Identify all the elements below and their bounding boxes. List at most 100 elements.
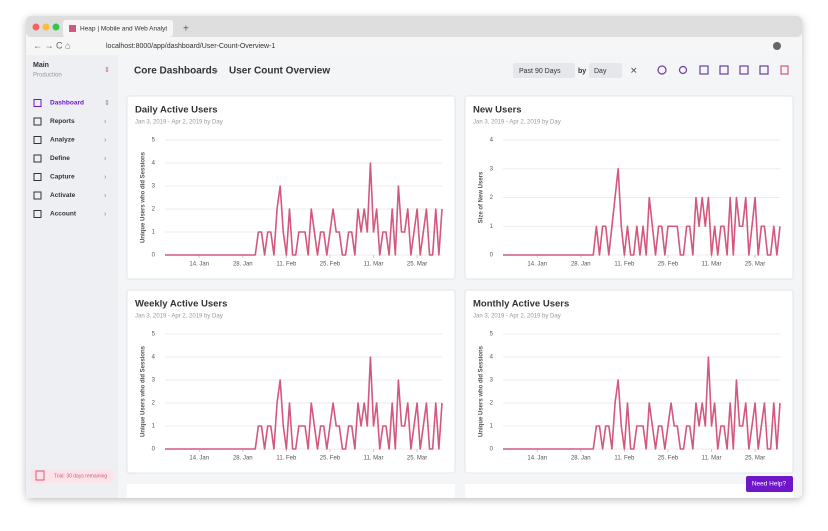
nav-icon[interactable]	[33, 191, 42, 200]
nav-icon[interactable]	[33, 99, 42, 107]
y-tick-label: 1	[152, 424, 156, 430]
tab[interactable]	[63, 20, 173, 37]
y-tick-label: 4	[490, 138, 494, 144]
profile[interactable]	[773, 42, 781, 50]
nav-item[interactable]: Account	[50, 211, 77, 218]
y-tick-label: 1	[152, 230, 156, 236]
x-tick-label: 28. Jan	[571, 456, 591, 462]
y-tick-label: 3	[152, 184, 156, 190]
breadcrumb-current: User Count Overview	[229, 66, 330, 77]
x-tick-label: 11. Mar	[702, 456, 722, 462]
x-tick-label: 11. Feb	[614, 262, 635, 268]
by-label: by	[578, 68, 586, 75]
x-tick-label: 11. Feb	[614, 456, 635, 462]
clear-button[interactable]: ✕	[630, 65, 638, 75]
y-tick-label: 1	[490, 424, 494, 430]
y-tick-label: 0	[152, 447, 156, 453]
range: Past 90 Days	[519, 68, 561, 75]
nav-item[interactable]: Define	[50, 155, 70, 162]
nav-icon[interactable]	[33, 117, 42, 126]
chart-card: Monthly Active Users Jan 3, 2019 - Apr 2,…	[464, 289, 794, 474]
breadcrumb-root[interactable]: Core Dashboards	[134, 66, 218, 77]
range-select[interactable]	[513, 63, 575, 78]
x-tick-label: 25. Feb	[320, 456, 341, 462]
chart-title: Daily Active Users	[135, 105, 218, 116]
nav-item[interactable]: Activate	[50, 192, 76, 199]
y-tick-label: 3	[490, 378, 494, 384]
trial-icon	[35, 470, 45, 481]
nav-item[interactable]: Reports	[50, 118, 75, 125]
nav-icon[interactable]	[33, 210, 42, 218]
nav-buttons[interactable]: ← → C ⌂	[33, 40, 70, 50]
nav-item[interactable]: Capture	[50, 174, 75, 181]
export-button[interactable]	[699, 65, 709, 75]
help-button[interactable]	[746, 476, 793, 492]
x-tick-label: 25. Feb	[658, 262, 679, 268]
card	[464, 289, 794, 474]
chart-card: Daily Active Users Jan 3, 2019 - Apr 2, 2…	[126, 95, 456, 280]
y-axis-title: Unique Users who did Sessions	[479, 345, 485, 437]
y-tick-label: 2	[490, 401, 494, 407]
card	[126, 95, 456, 280]
card-peek	[127, 484, 455, 498]
nav-item[interactable]: Analyze	[50, 137, 75, 144]
nav-icon[interactable]	[33, 136, 42, 144]
y-tick-label: 5	[490, 332, 494, 338]
nav-chevron: ›	[104, 137, 107, 144]
y-tick-label: 0	[490, 447, 494, 453]
y-tick-label: 2	[152, 401, 156, 407]
share-button[interactable]	[678, 65, 688, 75]
y-axis-title: Unique Users who did Sessions	[141, 151, 147, 243]
series-line	[503, 167, 781, 256]
refresh-button[interactable]	[657, 65, 667, 75]
home-button[interactable]	[719, 65, 729, 75]
max-dot[interactable]	[52, 23, 60, 31]
chart-subtitle: Jan 3, 2019 - Apr 2, 2019 by Day	[135, 314, 223, 320]
copy-button[interactable]	[739, 65, 749, 75]
chart-title: Weekly Active Users	[135, 299, 227, 310]
nav-chevron: ⇕	[104, 99, 110, 107]
x-tick-label: 25. Mar	[407, 262, 427, 268]
x-tick-label: 28. Jan	[571, 262, 591, 268]
x-tick-label: 14. Jan	[527, 262, 547, 268]
x-tick-label: 11. Mar	[364, 262, 384, 268]
chart-subtitle: Jan 3, 2019 - Apr 2, 2019 by Day	[473, 120, 561, 126]
chart-card: New Users Jan 3, 2019 - Apr 2, 2019 by Da…	[464, 95, 794, 280]
y-tick-label: 4	[490, 355, 494, 361]
delete-button[interactable]	[780, 65, 789, 75]
y-tick-label: 1	[490, 224, 494, 230]
env-sub: Production	[33, 73, 62, 79]
tab-icon	[69, 25, 76, 32]
env-toggle[interactable]: ⇕	[104, 66, 110, 74]
trial: Trial: 30 days remaining	[54, 473, 107, 479]
trial-box[interactable]	[31, 469, 113, 483]
series-line	[165, 162, 443, 256]
min-dot[interactable]	[42, 23, 50, 31]
chart-subtitle: Jan 3, 2019 - Apr 2, 2019 by Day	[473, 314, 561, 320]
y-tick-label: 4	[152, 161, 156, 167]
new-tab[interactable]: +	[183, 24, 189, 35]
url[interactable]: localhost:8000/app/dashboard/User-Count-…	[106, 43, 275, 50]
x-tick-label: 25. Mar	[745, 262, 765, 268]
x-tick-label: 25. Feb	[320, 262, 341, 268]
env-name: Main	[33, 62, 49, 69]
nav-icon[interactable]	[33, 173, 42, 181]
nav-item[interactable]: Dashboard	[50, 100, 84, 107]
nav-chevron: ›	[104, 174, 107, 181]
granularity-select[interactable]	[589, 63, 622, 78]
close-dot[interactable]	[32, 23, 40, 31]
x-tick-label: 11. Feb	[276, 262, 297, 268]
x-tick-label: 11. Feb	[276, 456, 297, 462]
nav-icon[interactable]	[33, 154, 42, 163]
y-tick-label: 3	[490, 166, 494, 172]
chart-title: New Users	[473, 105, 522, 116]
y-tick-label: 5	[152, 138, 156, 144]
x-tick-label: 28. Jan	[233, 456, 253, 462]
x-tick-label: 14. Jan	[189, 262, 209, 268]
y-tick-label: 3	[152, 378, 156, 384]
x-tick-label: 11. Mar	[364, 456, 384, 462]
duplicate-button[interactable]	[759, 65, 769, 75]
card	[126, 289, 456, 474]
